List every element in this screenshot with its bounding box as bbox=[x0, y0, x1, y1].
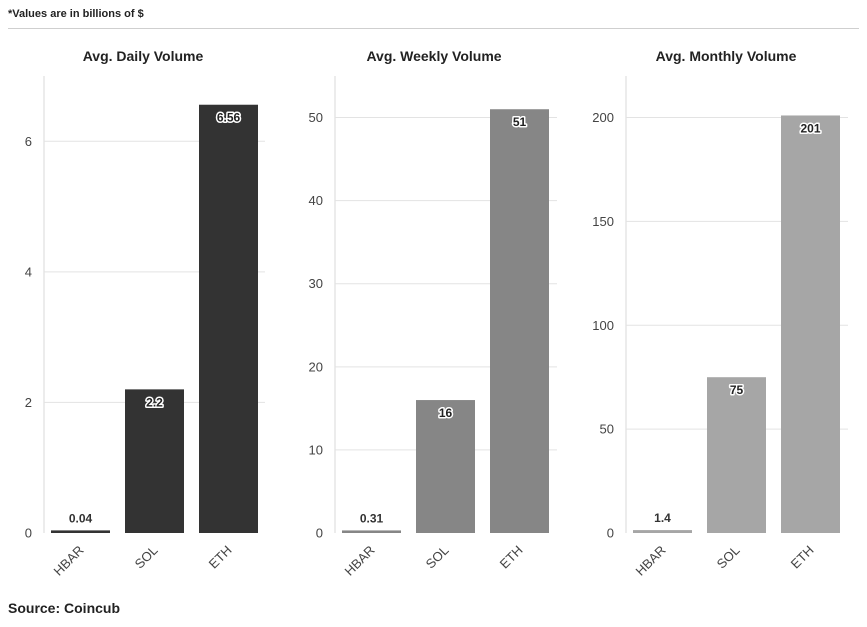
value-label-1-sol: 16 bbox=[439, 406, 453, 420]
bar-2-sol bbox=[707, 377, 766, 533]
y-tick-label-0-2: 2 bbox=[25, 395, 32, 410]
y-tick-label-2-50: 50 bbox=[600, 422, 614, 437]
chart-title-2: Avg. Monthly Volume bbox=[656, 48, 797, 64]
y-tick-label-0-0: 0 bbox=[25, 526, 32, 541]
y-tick-label-1-50: 50 bbox=[309, 110, 323, 125]
header-divider bbox=[8, 28, 859, 29]
value-label-1-eth: 51 bbox=[513, 115, 527, 129]
y-tick-label-0-4: 4 bbox=[25, 264, 32, 279]
value-label-2-eth: 201 bbox=[800, 121, 820, 135]
bar-1-eth bbox=[490, 109, 549, 534]
x-tick-label-2-hbar: HBAR bbox=[632, 543, 668, 579]
y-tick-label-0-6: 6 bbox=[25, 134, 32, 149]
chart-title-0: Avg. Daily Volume bbox=[83, 48, 204, 64]
bar-1-hbar bbox=[342, 530, 401, 533]
x-tick-label-1-eth: ETH bbox=[497, 543, 526, 572]
y-tick-label-2-100: 100 bbox=[592, 318, 614, 333]
x-tick-label-0-sol: SOL bbox=[132, 543, 161, 572]
chart-title-1: Avg. Weekly Volume bbox=[366, 48, 501, 64]
bar-2-eth bbox=[781, 115, 840, 533]
y-tick-label-1-40: 40 bbox=[309, 193, 323, 208]
x-tick-label-2-sol: SOL bbox=[714, 543, 743, 572]
value-label-1-hbar: 0.31 bbox=[360, 511, 384, 525]
bar-2-hbar bbox=[633, 530, 692, 533]
value-label-2-hbar: 1.4 bbox=[654, 511, 671, 525]
x-tick-label-1-hbar: HBAR bbox=[341, 543, 377, 579]
x-tick-label-1-sol: SOL bbox=[423, 543, 452, 572]
bar-0-hbar bbox=[51, 530, 110, 533]
y-tick-label-1-0: 0 bbox=[316, 526, 323, 541]
x-tick-label-2-eth: ETH bbox=[788, 543, 817, 572]
bar-0-eth bbox=[199, 104, 258, 534]
value-label-0-sol: 2.2 bbox=[146, 395, 163, 409]
value-label-0-eth: 6.56 bbox=[217, 111, 241, 125]
x-tick-label-0-hbar: HBAR bbox=[50, 543, 86, 579]
value-label-2-sol: 75 bbox=[730, 383, 744, 397]
y-tick-label-2-200: 200 bbox=[592, 110, 614, 125]
source-credit: Source: Coincub bbox=[8, 600, 121, 616]
x-tick-label-0-eth: ETH bbox=[206, 543, 235, 572]
y-tick-label-2-0: 0 bbox=[607, 526, 614, 541]
bar-charts: Avg. Daily Volume 0 2 4 6 0.04 HBAR 2.2 SOL 6.56 E… bbox=[25, 48, 848, 579]
y-tick-label-1-10: 10 bbox=[309, 442, 323, 457]
values-note: *Values are in billions of $ bbox=[8, 8, 144, 20]
y-tick-label-1-20: 20 bbox=[309, 359, 323, 374]
y-tick-label-2-150: 150 bbox=[592, 214, 614, 229]
bar-1-sol bbox=[416, 400, 475, 533]
bar-0-sol bbox=[125, 389, 184, 533]
y-tick-label-1-30: 30 bbox=[309, 276, 323, 291]
value-label-0-hbar: 0.04 bbox=[69, 511, 93, 525]
